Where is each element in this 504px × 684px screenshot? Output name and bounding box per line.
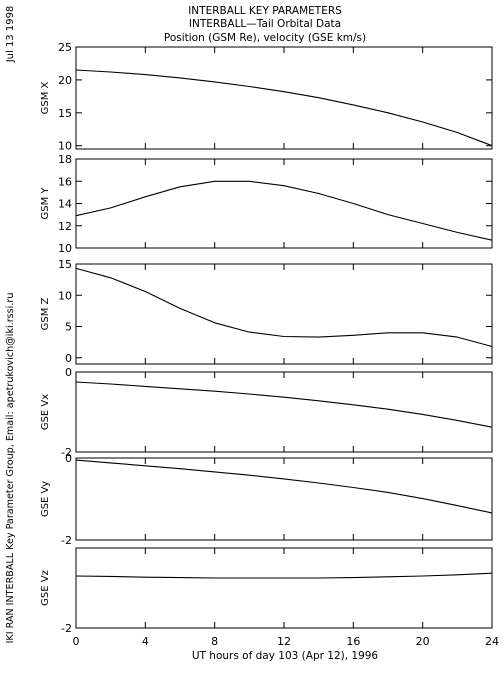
gsm-x-y-axis-label: GSM X (40, 81, 51, 114)
gsm-y-y-tick-label: 14 (58, 198, 72, 211)
gsm-y-y-axis-label: GSM Y (40, 187, 51, 220)
gse-vy-y-tick-label: 0 (65, 452, 72, 465)
gsm-x-y-tick-label: 10 (58, 140, 72, 153)
gsm-x-frame (75, 46, 493, 150)
gsm-y-y-tick-label: 16 (58, 175, 72, 188)
gsm-z-y-tick-label: 0 (65, 352, 72, 365)
x-tick-label: 24 (485, 635, 499, 648)
gsm-x-series-line (75, 69, 493, 147)
gse-vz-y-tick-label: -2 (61, 622, 72, 635)
x-tick-label: 8 (211, 635, 218, 648)
gse-vy-y-tick-label: -2 (61, 534, 72, 547)
gsm-y-frame (75, 158, 493, 249)
gse-vx-y-tick-label: -2 (61, 446, 72, 459)
gse-vz-y-axis-label: GSE Vz (40, 570, 51, 606)
gse-vy-series-line (75, 459, 493, 514)
side-date-label: Jul 13 1998 (5, 6, 16, 64)
gsm-y-series-line (75, 180, 493, 241)
gsm-y-y-tick-label: 12 (58, 220, 72, 233)
gsm-x-y-tick-label: 15 (58, 107, 72, 120)
gsm-z-series-line (75, 267, 493, 348)
gsm-z-y-axis-label: GSM Z (40, 297, 51, 330)
header-line-2: INTERBALL—Tail Orbital Data (189, 18, 341, 30)
x-tick-label: 0 (73, 635, 80, 648)
x-tick-label: 16 (346, 635, 360, 648)
gse-vx-y-axis-label: GSE Vx (40, 394, 51, 430)
header-line-1: INTERBALL KEY PARAMETERS (188, 5, 342, 17)
gse-vz-series-line (75, 572, 493, 579)
x-tick-label: 20 (416, 635, 430, 648)
gsm-z-y-tick-label: 15 (58, 258, 72, 271)
side-credit-label: IKI RAN INTERBALL Key Parameter Group, E… (5, 293, 16, 644)
x-axis-label: UT hours of day 103 (Apr 12), 1996 (192, 650, 379, 662)
gse-vy-y-axis-label: GSE Vy (40, 481, 51, 517)
header-line-3: Position (GSM Re), velocity (GSE km/s) (164, 32, 366, 44)
gsm-y-y-tick-label: 18 (58, 153, 72, 166)
gsm-x-y-tick-label: 25 (58, 41, 72, 54)
gse-vx-series-line (75, 381, 493, 428)
gsm-x-y-tick-label: 20 (58, 74, 72, 87)
x-tick-label: 12 (277, 635, 291, 648)
gsm-y-y-tick-label: 10 (58, 242, 72, 255)
gsm-z-y-tick-label: 10 (58, 289, 72, 302)
gse-vz-frame (75, 547, 493, 629)
x-tick-label: 4 (142, 635, 149, 648)
gse-vy-frame (75, 457, 493, 541)
panels-group: 10 15 20 25 GSM X 10 12 14 16 18 GSM Y 0 5 10 15 GSM Z 0… (40, 41, 499, 648)
gsm-z-y-tick-label: 5 (65, 321, 72, 334)
gse-vx-frame (75, 371, 493, 453)
gse-vx-y-tick-label: 0 (65, 366, 72, 379)
gsm-z-frame (75, 263, 493, 365)
